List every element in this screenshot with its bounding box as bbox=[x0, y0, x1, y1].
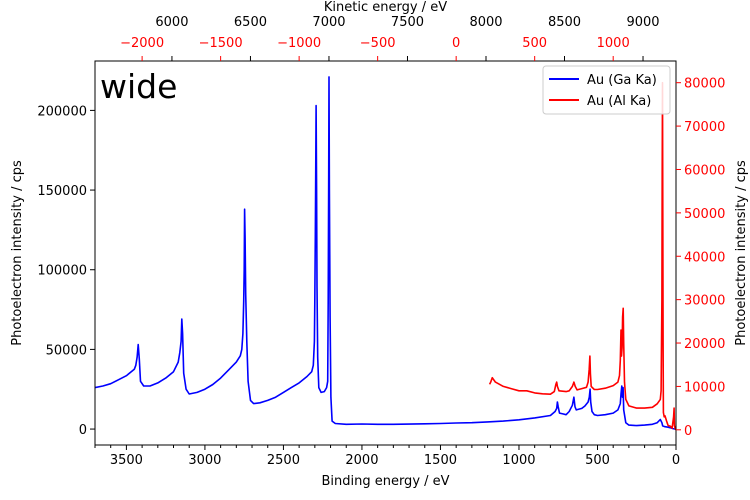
series-layer bbox=[95, 76, 676, 431]
x-tick-label-bottom: 1000 bbox=[502, 453, 535, 468]
legend-entry-au-al-ka: Au (Al Ka) bbox=[587, 94, 651, 109]
series-line-au-al-ka bbox=[488, 81, 676, 431]
x-tick-label-bottom: 0 bbox=[672, 453, 680, 468]
x-axis-title-top: Kinetic energy / eV bbox=[324, 0, 447, 15]
y-tick-label-right: 50000 bbox=[684, 207, 725, 222]
ticks-layer bbox=[90, 56, 681, 450]
x-tick-label-top-secondary: −1500 bbox=[199, 36, 243, 51]
x-tick-label-bottom: 3500 bbox=[110, 453, 143, 468]
y-axis-title-left: Photoelectron intensity / cps bbox=[10, 160, 25, 346]
y-tick-label-left: 200000 bbox=[37, 104, 87, 119]
x-tick-label-top-secondary: 1000 bbox=[597, 36, 630, 51]
y-tick-label-right: 60000 bbox=[684, 163, 725, 178]
panel-label: wide bbox=[100, 67, 177, 106]
x-tick-label-top: 8500 bbox=[548, 15, 581, 30]
y-tick-label-left: 0 bbox=[79, 423, 87, 438]
y-tick-label-left: 50000 bbox=[46, 343, 87, 358]
y-tick-label-right: 10000 bbox=[684, 380, 725, 395]
x-tick-label-top: 6000 bbox=[155, 15, 188, 30]
x-tick-label-top-secondary: −500 bbox=[360, 36, 396, 51]
legend-entry-au-ga-ka: Au (Ga Ka) bbox=[587, 73, 657, 88]
x-tick-label-top: 9000 bbox=[626, 15, 659, 30]
x-tick-label-top: 7000 bbox=[312, 15, 345, 30]
x-tick-label-bottom: 2500 bbox=[267, 453, 300, 468]
x-tick-label-bottom: 2000 bbox=[345, 453, 378, 468]
x-tick-label-top: 6500 bbox=[234, 15, 267, 30]
labels-layer: 3500 3000 2500 2000 1500 1000 500 0 6000 6500 7000… bbox=[37, 15, 725, 468]
y-tick-label-left: 100000 bbox=[37, 264, 87, 279]
series-line-au-ga-ka bbox=[95, 76, 676, 430]
x-tick-label-top: 7500 bbox=[391, 15, 424, 30]
x-tick-label-top: 8000 bbox=[469, 15, 502, 30]
y-tick-label-right: 70000 bbox=[684, 120, 725, 135]
x-tick-label-bottom: 3000 bbox=[188, 453, 221, 468]
x-tick-label-top-secondary: −1000 bbox=[277, 36, 321, 51]
y-tick-label-left: 150000 bbox=[37, 184, 87, 199]
x-tick-label-bottom: 500 bbox=[585, 453, 610, 468]
x-tick-label-top-secondary: 0 bbox=[452, 36, 460, 51]
x-axis-title-bottom: Binding energy / eV bbox=[321, 474, 449, 489]
x-tick-label-top-secondary: 500 bbox=[522, 36, 547, 51]
x-tick-label-top-secondary: −2000 bbox=[120, 36, 164, 51]
plot-frame bbox=[94, 60, 677, 446]
legend: Au (Ga Ka) Au (Al Ka) bbox=[542, 65, 671, 115]
y-tick-label-right: 0 bbox=[684, 424, 692, 439]
y-axis-title-right: Photoelectron intensity / cps bbox=[734, 160, 749, 346]
y-tick-label-right: 80000 bbox=[684, 77, 725, 92]
y-tick-label-right: 20000 bbox=[684, 337, 725, 352]
x-tick-label-bottom: 1500 bbox=[424, 453, 457, 468]
y-tick-label-right: 30000 bbox=[684, 294, 725, 309]
y-tick-label-right: 40000 bbox=[684, 250, 725, 265]
